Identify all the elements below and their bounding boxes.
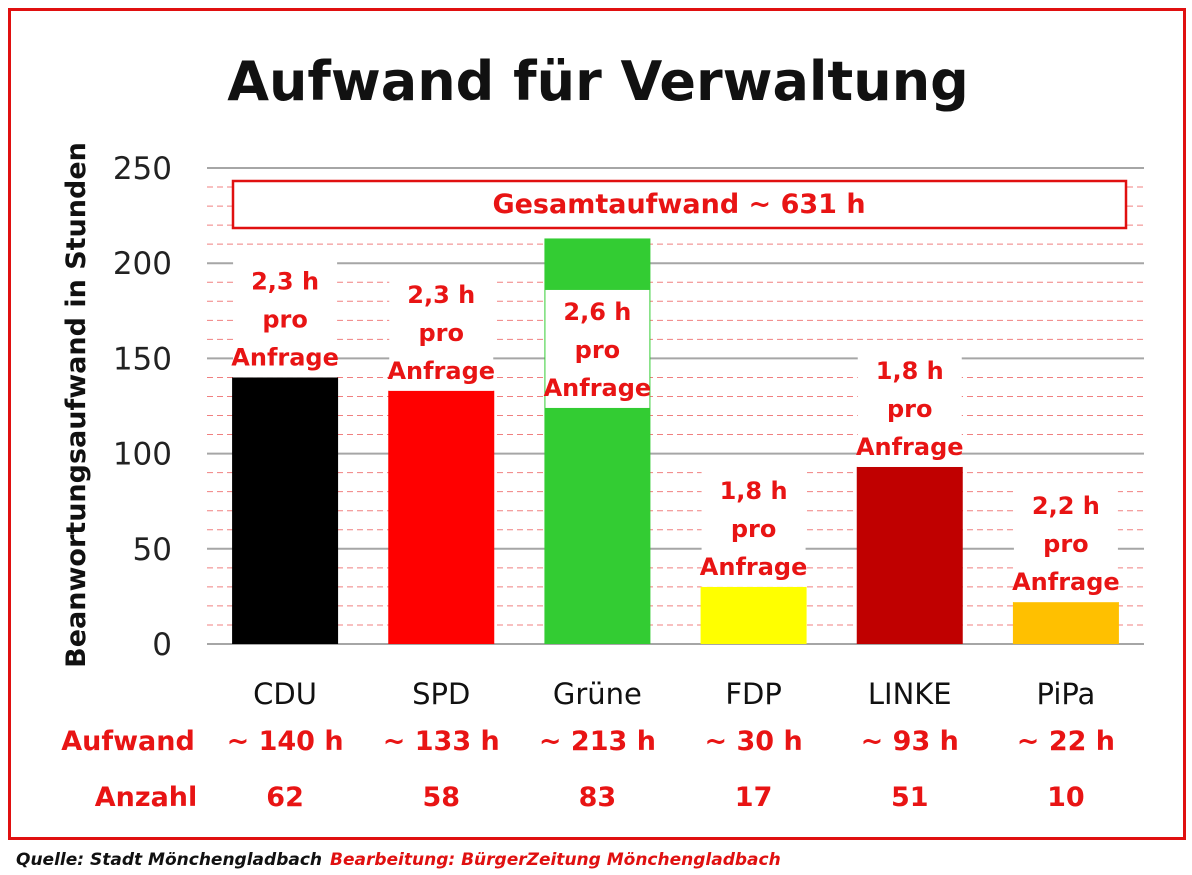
per-request-label: pro <box>262 305 308 333</box>
source-line: Quelle: Stadt Mönchengladbach Bearbeitung… <box>16 850 781 870</box>
anzahl-value: 83 <box>579 782 617 813</box>
anzahl-value: 51 <box>891 782 929 813</box>
y-tick-label: 200 <box>113 246 172 282</box>
y-tick-label: 250 <box>113 151 172 187</box>
x-tick-label: Grüne <box>553 677 642 711</box>
per-request-label: pro <box>575 336 621 364</box>
aufwand-row-label: Aufwand <box>61 726 195 757</box>
per-request-label: Anfrage <box>700 553 808 581</box>
per-request-label: pro <box>418 319 464 347</box>
bar <box>232 377 339 644</box>
per-request-backdrop <box>1013 484 1118 603</box>
per-request-label: 2,6 h <box>563 298 631 326</box>
aufwand-value: ~ 140 h <box>227 726 344 757</box>
total-label: Gesamtaufwand ~ 631 h <box>492 189 865 220</box>
per-request-label: pro <box>731 515 777 543</box>
total-box <box>231 179 1128 230</box>
table-rows: CDU ~ 140 h 62 SPD ~ 133 h 58 Grüne ~ 213 h 83 FD… <box>227 677 1115 813</box>
y-tick-label: 0 <box>152 627 172 663</box>
per-request-backdrop <box>389 272 494 391</box>
per-request-label: Anfrage <box>1012 568 1120 596</box>
per-request-label: 2,3 h <box>251 267 319 295</box>
x-tick-label: PiPa <box>1036 677 1095 711</box>
x-tick-label: FDP <box>725 677 782 711</box>
editing-text: Bearbeitung: BürgerZeitung Mönchengladba… <box>330 850 781 870</box>
y-axis-label: Beanwortungsaufwand in Stunden <box>61 142 92 668</box>
aufwand-value: ~ 133 h <box>383 726 500 757</box>
anzahl-value: 58 <box>422 782 460 813</box>
per-request-label: 1,8 h <box>876 357 944 385</box>
x-tick-label: CDU <box>253 677 317 711</box>
data-labels: 2,3 h pro Anfrage 2,3 h pro Anfrage 2,6 h pro An… <box>231 259 1120 603</box>
anzahl-value: 17 <box>735 782 773 813</box>
per-request-label: Anfrage <box>544 374 652 402</box>
aufwand-value: ~ 30 h <box>704 726 802 757</box>
per-request-backdrop <box>701 468 806 587</box>
bars <box>232 238 1119 644</box>
per-request-label: 2,2 h <box>1032 492 1100 520</box>
per-request-label: pro <box>1043 530 1089 558</box>
aufwand-value: ~ 213 h <box>539 726 656 757</box>
per-request-backdrop <box>545 289 650 408</box>
y-tick-label: 150 <box>113 341 172 377</box>
per-request-label: 1,8 h <box>720 477 788 505</box>
anzahl-value: 10 <box>1047 782 1085 813</box>
anzahl-row-label: Anzahl <box>95 782 198 813</box>
per-request-label: Anfrage <box>856 433 964 461</box>
x-tick-label: LINKE <box>868 677 952 711</box>
source-text: Quelle: Stadt Mönchengladbach <box>16 850 323 870</box>
bar <box>388 390 495 644</box>
chart-frame <box>8 8 1186 840</box>
per-request-backdrop <box>233 259 338 378</box>
chart-title: Aufwand für Verwaltung <box>227 50 969 113</box>
bar <box>1012 602 1119 644</box>
per-request-backdrop <box>857 348 962 467</box>
per-request-label: Anfrage <box>231 343 339 371</box>
x-tick-label: SPD <box>412 677 470 711</box>
bar <box>856 466 963 644</box>
y-tick-label: 100 <box>113 437 172 473</box>
per-request-label: Anfrage <box>387 357 495 385</box>
per-request-label: pro <box>887 395 933 423</box>
grid: 0 50 100 150 200 250 <box>113 151 1144 663</box>
per-request-label: 2,3 h <box>407 281 475 309</box>
anzahl-value: 62 <box>266 782 304 813</box>
aufwand-value: ~ 93 h <box>861 726 959 757</box>
bar <box>700 586 807 644</box>
aufwand-value: ~ 22 h <box>1017 726 1115 757</box>
y-tick-label: 50 <box>133 532 172 568</box>
